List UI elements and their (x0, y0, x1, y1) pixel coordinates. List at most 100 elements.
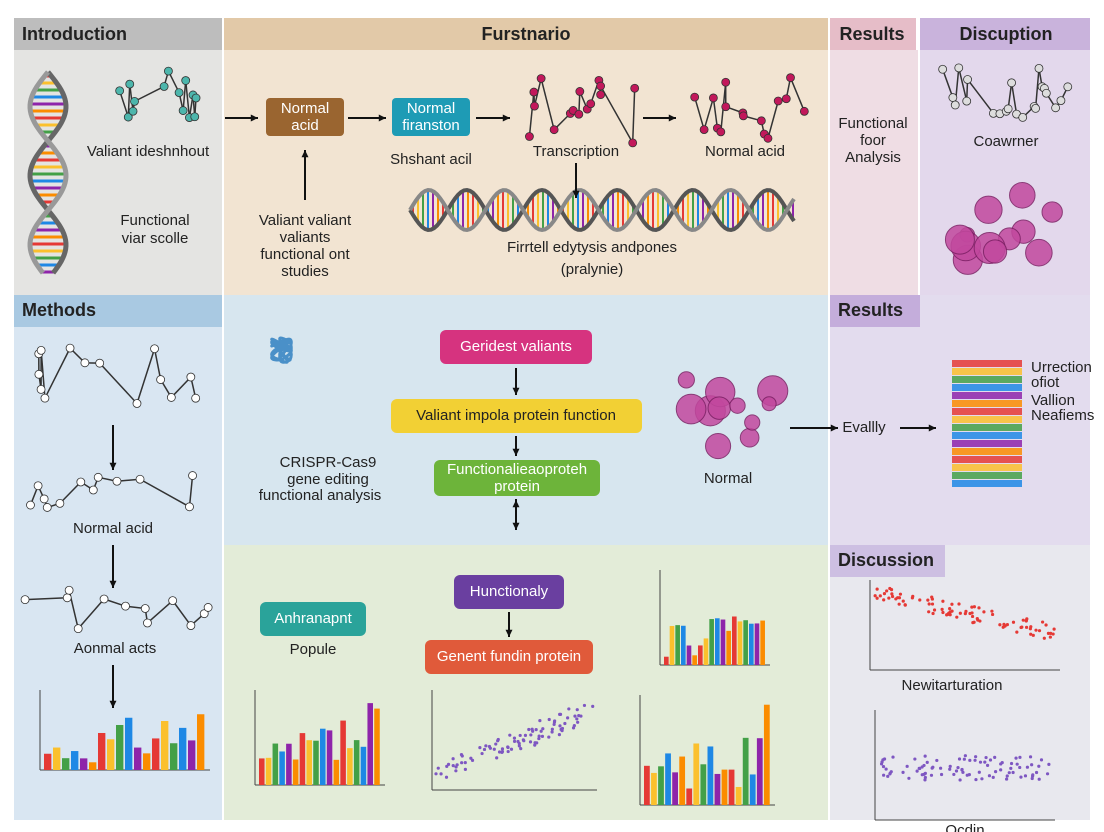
dot-icon (1039, 758, 1044, 762)
dot-icon (455, 763, 459, 767)
label: foor (860, 132, 886, 149)
atom (708, 93, 718, 103)
atom (948, 93, 958, 102)
node-box (391, 399, 642, 433)
dot-icon (495, 756, 499, 760)
atom (26, 500, 35, 510)
bar-icon (374, 708, 380, 785)
dot-icon (964, 609, 968, 613)
bar-icon (71, 751, 79, 770)
dot-icon (540, 734, 545, 738)
arrow-head (109, 462, 117, 470)
section-title: Methods (22, 300, 96, 320)
dot-icon (948, 607, 952, 611)
bar-icon (98, 732, 106, 770)
dot-icon (582, 703, 587, 708)
dot-icon (968, 611, 972, 616)
atom (586, 99, 596, 109)
atom (181, 76, 191, 85)
arrow-head (109, 700, 117, 708)
dot-icon (998, 623, 1002, 627)
dot-icon (527, 727, 531, 732)
dot-icon (882, 598, 886, 602)
dot-icon (1019, 775, 1023, 779)
dot-icon (954, 769, 959, 773)
atom (203, 603, 213, 612)
bar-icon (116, 724, 124, 770)
atom (574, 109, 584, 119)
dot-icon (484, 744, 488, 748)
heat-row (952, 416, 1022, 423)
dot-icon (517, 744, 521, 748)
atom (191, 93, 201, 103)
dot-icon (497, 750, 502, 754)
atom (42, 503, 52, 512)
label: (pralynie) (561, 261, 624, 278)
dot-icon (999, 762, 1003, 766)
sphere (739, 427, 760, 448)
atom (699, 125, 709, 135)
arrow-head (301, 150, 309, 158)
bond (139, 478, 190, 508)
helix-strand (27, 70, 69, 275)
atom (112, 476, 122, 486)
atom (36, 385, 46, 394)
header-bar (830, 545, 945, 577)
heat-row (952, 376, 1022, 383)
dot-icon (478, 745, 482, 750)
dot-icon (894, 597, 898, 601)
dot-icon (884, 767, 888, 771)
node-box (434, 460, 600, 496)
label: functional analysis (259, 487, 382, 504)
dot-icon (991, 775, 995, 779)
panel (224, 50, 828, 295)
bar-icon (743, 620, 748, 665)
dot-icon (538, 719, 542, 723)
node-box (260, 602, 366, 636)
dot-icon (890, 594, 895, 599)
dot-icon (506, 745, 510, 750)
dot-icon (1046, 631, 1051, 635)
dot-icon (500, 749, 505, 754)
atom (33, 481, 43, 491)
dot-icon (932, 608, 937, 612)
atom (962, 96, 972, 106)
node-box (266, 98, 344, 136)
dot-icon (965, 773, 969, 777)
bar-icon (692, 655, 697, 665)
bar-icon (134, 747, 142, 770)
bar-icon (89, 762, 97, 770)
atom (178, 106, 188, 115)
dot-icon (509, 747, 514, 751)
arrow-head (668, 114, 676, 122)
sphere (974, 195, 1003, 224)
section-title: Discussion (838, 550, 934, 570)
bar-icon (749, 623, 754, 665)
dot-icon (488, 746, 492, 750)
dot-icon (917, 766, 921, 770)
dot-icon (1051, 632, 1055, 636)
atom (174, 88, 184, 97)
atom (690, 92, 700, 102)
dot-icon (930, 597, 934, 601)
dot-icon (576, 720, 580, 724)
dot-icon (1018, 765, 1022, 770)
bond (118, 90, 129, 118)
atom (39, 494, 49, 504)
dot-icon (939, 766, 943, 770)
bar-icon (754, 623, 760, 665)
dot-icon (1042, 636, 1046, 640)
dot-icon (1023, 774, 1028, 778)
atom (76, 477, 86, 487)
bar-icon (658, 766, 664, 805)
atom (781, 94, 791, 104)
dot-icon (913, 757, 917, 761)
dot-icon (1044, 623, 1048, 627)
dot-icon (1009, 766, 1013, 770)
dot-icon (875, 596, 879, 600)
dot-icon (1002, 622, 1006, 626)
dot-icon (436, 766, 440, 770)
atom (536, 74, 546, 83)
dot-icon (974, 777, 978, 782)
heat-row (952, 440, 1022, 447)
